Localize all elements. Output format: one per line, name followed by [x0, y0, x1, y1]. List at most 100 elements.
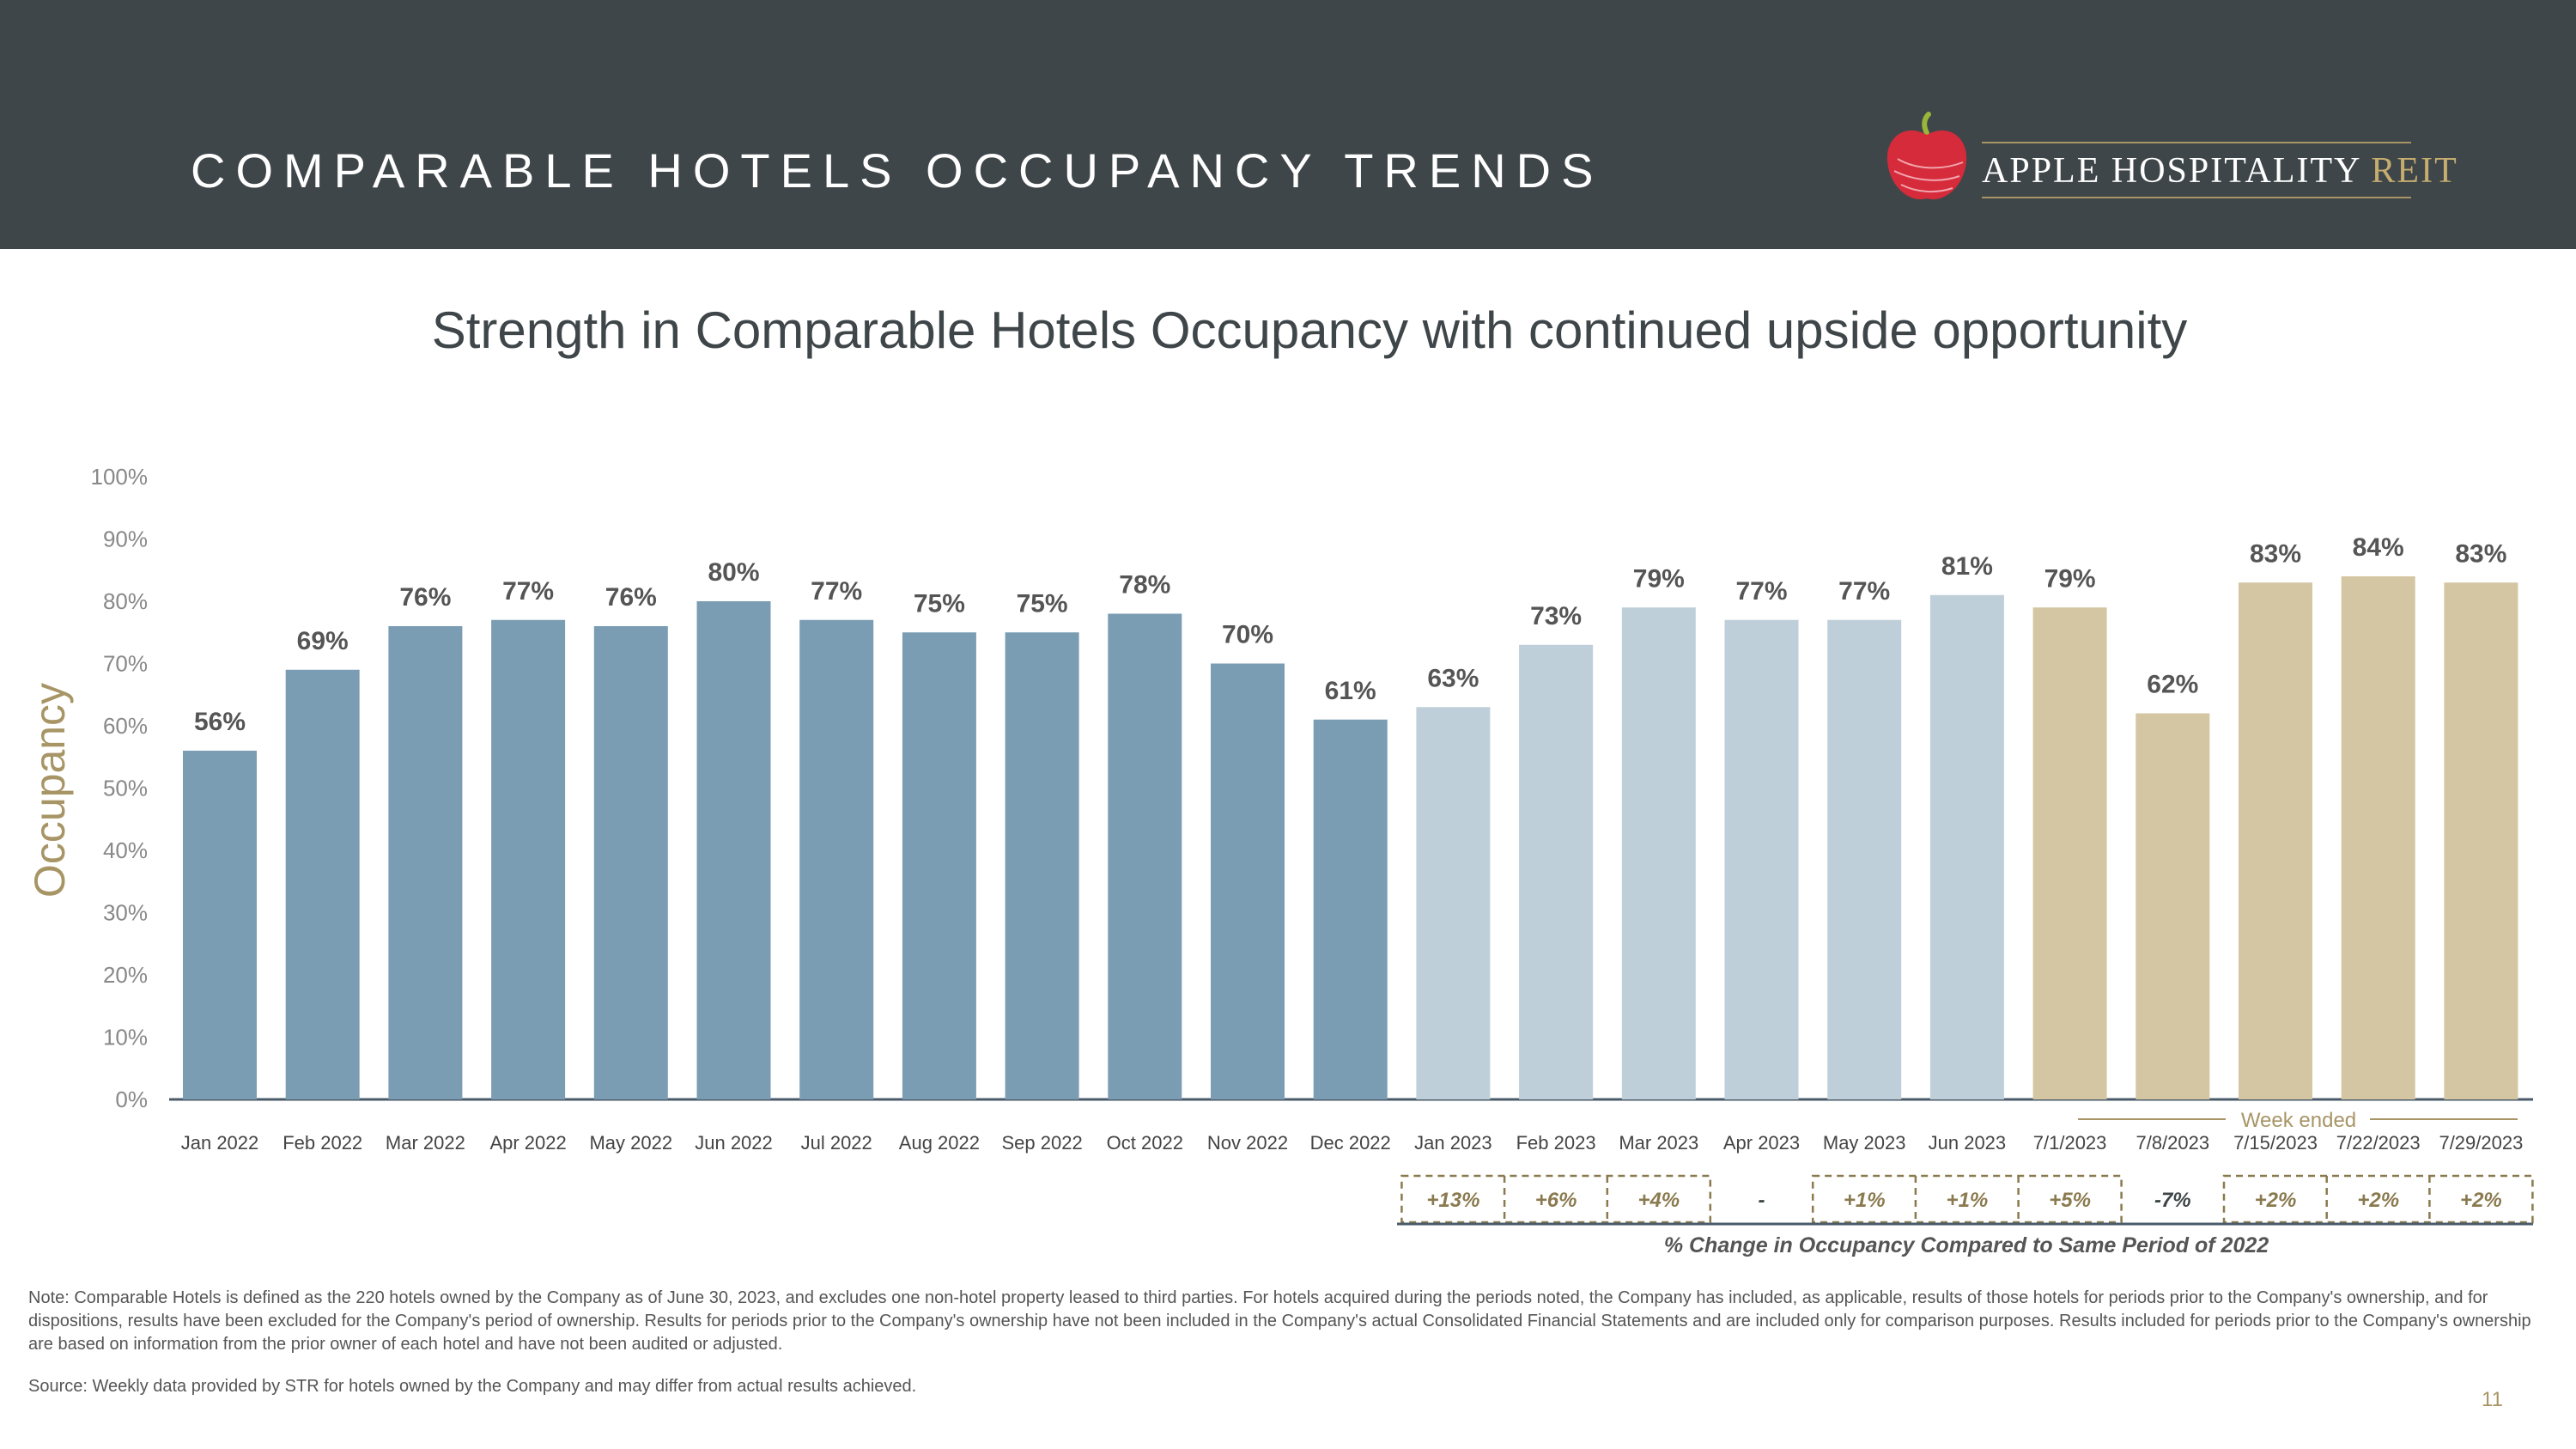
- week-ended-label: Week ended: [2241, 1109, 2356, 1132]
- bar-oct-2022: [1108, 613, 1182, 1099]
- pct-change-value: +2%: [2357, 1189, 2399, 1212]
- bar-sep-2022: [1005, 632, 1079, 1099]
- y-tick-label: 80%: [103, 588, 148, 614]
- change-box-group: [2222, 1174, 2534, 1224]
- pct-change-value: +2%: [2460, 1189, 2502, 1212]
- bar-mar-2023: [1621, 607, 1696, 1099]
- y-tick-label: 100%: [91, 464, 149, 490]
- bar-jul-2022: [799, 619, 874, 1099]
- x-tick-label: Feb 2023: [1516, 1132, 1596, 1154]
- y-tick-label: 20%: [103, 962, 148, 988]
- x-tick-label: Aug 2022: [899, 1132, 980, 1154]
- bar-value-label: 76%: [605, 583, 657, 612]
- bar-value-label: 80%: [708, 558, 759, 587]
- occupancy-bar-chart: 0% 10% 20% 30% 40% 50% 60% 70% 80% 90% 100% Occupan…: [26, 464, 2534, 1257]
- bar-value-label: 78%: [1119, 571, 1170, 600]
- bar-jun-2022: [696, 601, 771, 1099]
- bar-value-label: 77%: [1735, 577, 1787, 606]
- pct-change-caption: % Change in Occupancy Compared to Same P…: [1664, 1233, 2269, 1257]
- bar-feb-2023: [1519, 644, 1594, 1099]
- chart-subtitle: Strength in Comparable Hotels Occupancy …: [431, 301, 2188, 359]
- x-tick-label: Mar 2022: [386, 1132, 465, 1154]
- x-tick-label: Jun 2022: [695, 1132, 773, 1154]
- bar-value-label: 81%: [1941, 552, 1993, 581]
- bar-jan-2022: [183, 751, 257, 1099]
- bar-value-label: 77%: [1838, 577, 1890, 606]
- bar-jun-2023: [1929, 594, 2004, 1099]
- pct-change-value: +13%: [1426, 1189, 1479, 1212]
- bar-value-label: 83%: [2250, 539, 2301, 568]
- x-tick-label: 7/1/2023: [2033, 1132, 2107, 1154]
- bar-value-label: 73%: [1530, 602, 1582, 630]
- bar-may-2022: [593, 626, 668, 1099]
- bar-value-label: 76%: [399, 583, 451, 612]
- bar-value-label: 56%: [194, 708, 246, 736]
- x-tick-label: Jan 2022: [181, 1132, 259, 1154]
- x-tick-label: Mar 2023: [1619, 1132, 1698, 1154]
- pct-change-value: +1%: [1947, 1189, 1989, 1212]
- x-tick-label: May 2023: [1823, 1132, 1906, 1154]
- bar-dec-2022: [1313, 719, 1388, 1099]
- x-tick-label: Sep 2022: [1001, 1132, 1082, 1154]
- x-tick-label: Jul 2022: [801, 1132, 872, 1154]
- bar-feb-2022: [285, 669, 360, 1099]
- y-tick-label: 70%: [103, 651, 148, 677]
- x-tick-label: Jun 2023: [1929, 1132, 2007, 1154]
- y-tick-label: 10%: [103, 1025, 148, 1050]
- bar-value-label: 83%: [2455, 539, 2506, 568]
- bar-apr-2023: [1724, 619, 1799, 1099]
- bar-value-label: 70%: [1222, 621, 1273, 649]
- apple-logo-icon: [1886, 112, 1967, 200]
- bar-value-label: 61%: [1325, 677, 1376, 705]
- x-tick-label: Dec 2022: [1310, 1132, 1391, 1154]
- x-tick-label: Feb 2022: [283, 1132, 362, 1154]
- logo-text: APPLE HOSPITALITY REIT: [1982, 150, 2458, 192]
- bar-value-label: 75%: [1017, 589, 1068, 618]
- change-box-group: [1811, 1174, 2123, 1224]
- pct-change-value: +2%: [2255, 1189, 2297, 1212]
- bar-nov-2022: [1211, 663, 1285, 1099]
- bar-value-label: 79%: [1633, 564, 1685, 593]
- x-tick-label: Oct 2022: [1107, 1132, 1183, 1154]
- change-box-group: [1400, 1174, 1712, 1224]
- footnote-note: Note: Comparable Hotels is defined as th…: [28, 1288, 2531, 1354]
- pct-change-value: +1%: [1844, 1189, 1886, 1212]
- bar-7-22-2023: [2341, 576, 2415, 1099]
- pct-change-value: +4%: [1637, 1189, 1680, 1212]
- pct-change-value: -7%: [2154, 1189, 2191, 1212]
- logo-main-text: APPLE HOSPITALITY: [1982, 151, 2372, 191]
- x-tick-label: Jan 2023: [1414, 1132, 1492, 1154]
- bar-7-15-2023: [2239, 582, 2312, 1099]
- x-tick-label: 7/15/2023: [2233, 1132, 2318, 1154]
- bar-mar-2022: [388, 626, 463, 1099]
- y-tick-label: 60%: [103, 713, 148, 739]
- bar-7-29-2023: [2444, 582, 2518, 1099]
- y-tick-label: 90%: [103, 527, 148, 552]
- bar-aug-2022: [902, 632, 976, 1099]
- bar-apr-2022: [491, 619, 566, 1099]
- x-tick-label: Apr 2023: [1723, 1132, 1800, 1154]
- x-tick-label: 7/22/2023: [2336, 1132, 2421, 1154]
- bar-value-label: 63%: [1427, 664, 1479, 692]
- logo-accent-text: REIT: [2371, 151, 2458, 191]
- bar-7-8-2023: [2136, 713, 2210, 1099]
- y-tick-label: 0%: [115, 1087, 148, 1112]
- bar-value-label: 84%: [2353, 533, 2404, 562]
- bar-value-label: 77%: [502, 577, 554, 606]
- pct-change-value: -: [1759, 1189, 1765, 1212]
- x-tick-label: May 2022: [589, 1132, 672, 1154]
- bar-jan-2023: [1416, 707, 1491, 1099]
- bar-may-2023: [1827, 619, 1902, 1099]
- logo-rule-top: [1982, 142, 2411, 143]
- pct-change-value: +5%: [2049, 1189, 2091, 1212]
- page-number: 11: [2482, 1388, 2503, 1411]
- header-bar: COMPARABLE HOTELS OCCUPANCY TRENDS APPLE…: [0, 0, 2576, 249]
- company-logo: APPLE HOSPITALITY REIT: [1880, 107, 2457, 210]
- x-tick-label: Nov 2022: [1207, 1132, 1288, 1154]
- y-axis-title: Occupancy: [26, 683, 74, 898]
- page-title: COMPARABLE HOTELS OCCUPANCY TRENDS: [191, 143, 1604, 198]
- y-tick-label: 30%: [103, 900, 148, 926]
- bar-value-label: 62%: [2147, 671, 2198, 699]
- footnote-source: Source: Weekly data provided by STR for …: [28, 1377, 917, 1396]
- y-tick-label: 40%: [103, 837, 148, 863]
